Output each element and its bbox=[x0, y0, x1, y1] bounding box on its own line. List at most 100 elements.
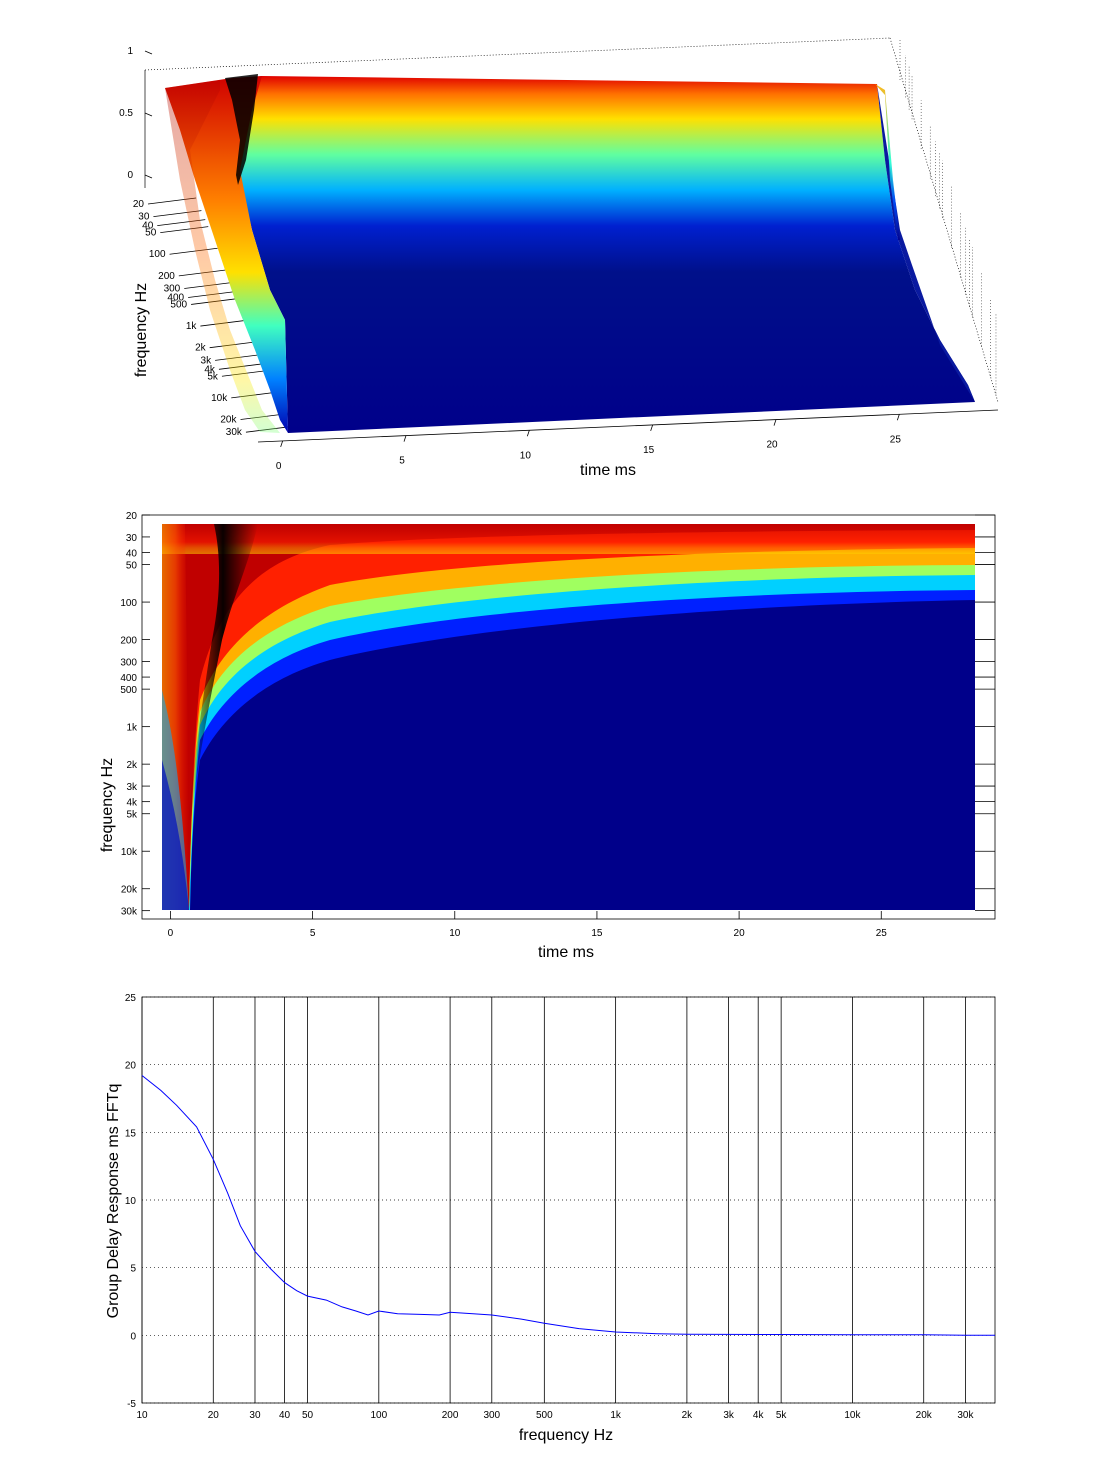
surface-3d-body bbox=[165, 74, 975, 433]
surface-3d-y-tick-label: 50 bbox=[145, 228, 157, 239]
group-delay-y-tick-label: 10 bbox=[125, 1196, 137, 1207]
heatmap-y-tick-label: 2k bbox=[126, 760, 138, 771]
heatmap-y-tick-label: 20k bbox=[121, 885, 138, 896]
heatmap-y-tick-label: 10k bbox=[121, 847, 138, 858]
surface-3d-y-tick-label: 100 bbox=[149, 249, 166, 260]
group-delay-x-tick-label: 200 bbox=[442, 1410, 459, 1421]
surface-plot-3d: 00.51 203040501002003004005001k2k3k4k5k1… bbox=[119, 37, 999, 479]
surface-3d-x-ticks: 0 5 10 15 20 25 bbox=[257, 409, 999, 472]
surface-3d-y-tick-label: 10k bbox=[211, 393, 228, 404]
surface-3d-y-tick-label: 500 bbox=[170, 299, 187, 310]
surface-3d-x-tick-label: 10 bbox=[520, 450, 532, 461]
group-delay-grid bbox=[141, 996, 995, 1404]
surface-3d-x-axis-line bbox=[257, 409, 999, 443]
surface-3d-grid bbox=[144, 37, 999, 403]
surface-3d-y-tick-label: 400 bbox=[167, 292, 184, 303]
heatmap-x-tick-label: 25 bbox=[876, 928, 888, 939]
surface-3d-z-tick-label: 0.5 bbox=[119, 108, 133, 119]
surface-3d-y-tick-label: 200 bbox=[158, 271, 175, 282]
heatmap-x-tick-label: 15 bbox=[591, 928, 603, 939]
heatmap-x-ticks: 0 5 10 15 20 25 bbox=[168, 911, 888, 939]
surface-3d-y-tick-label: 30 bbox=[138, 212, 150, 223]
heatmap-y-tick-label: 100 bbox=[120, 598, 137, 609]
surface-3d-y-tick-label: 30k bbox=[226, 427, 243, 438]
heatmap-y-tick-label: 3k bbox=[126, 782, 138, 793]
group-delay-x-tick-label: 4k bbox=[753, 1410, 765, 1421]
surface-3d-y-tick-label: 40 bbox=[142, 221, 154, 232]
surface-3d-z-tick-mark bbox=[144, 112, 153, 117]
group-delay-x-ticks: 10 20 30 40 50 100 200 300 500 1k 2k 3k 4k 5k 10k 20k 30… bbox=[136, 1410, 974, 1421]
heatmap-x-tick-label: 10 bbox=[449, 928, 461, 939]
surface-3d-y-tick-label: 1k bbox=[186, 321, 198, 332]
surface-3d-z-tick-mark bbox=[144, 50, 153, 55]
surface-3d-x-label: time ms bbox=[580, 462, 636, 479]
surface-3d-x-tick-label: 15 bbox=[643, 445, 655, 456]
group-delay-lines bbox=[141, 1075, 995, 1336]
surface-3d-x-tick-mark bbox=[280, 440, 284, 448]
group-delay-x-tick-label: 5k bbox=[776, 1410, 788, 1421]
heatmap-y-tick-label: 500 bbox=[120, 685, 137, 696]
surface-3d-trace-line bbox=[169, 247, 218, 255]
surface-3d-x-tick-mark bbox=[650, 424, 654, 432]
surface-3d-z-tick-mark bbox=[144, 174, 153, 179]
heatmap-y-tick-label: 50 bbox=[126, 561, 138, 572]
group-delay-y-tick-label: -5 bbox=[127, 1399, 136, 1410]
heatmap-image bbox=[162, 524, 975, 910]
group-delay-y-ticks: -5 0 5 10 15 20 25 bbox=[125, 993, 137, 1410]
heatmap-y-label: frequency Hz bbox=[99, 758, 116, 852]
heatmap-y-tick-label: 1k bbox=[126, 723, 138, 734]
group-delay-x-tick-label: 10k bbox=[844, 1410, 861, 1421]
group-delay-x-tick-label: 300 bbox=[483, 1410, 500, 1421]
group-delay-x-tick-label: 20 bbox=[208, 1410, 220, 1421]
surface-3d-x-tick-mark bbox=[896, 414, 900, 421]
group-delay-y-label: Group Delay Response ms FFTq bbox=[105, 1084, 122, 1319]
group-delay-y-tick-label: 25 bbox=[125, 993, 137, 1004]
surface-3d-y-label: frequency Hz bbox=[133, 283, 150, 377]
heatmap-y-tick-label: 300 bbox=[120, 658, 137, 669]
heatmap-y-tick-label: 30 bbox=[126, 533, 138, 544]
group-delay-series-line bbox=[141, 1075, 995, 1336]
heatmap-x-label: time ms bbox=[538, 944, 594, 961]
group-delay-x-tick-label: 50 bbox=[302, 1410, 314, 1421]
surface-3d-x-tick-label: 0 bbox=[276, 461, 282, 472]
surface-3d-y-tick-label: 3k bbox=[201, 355, 213, 366]
group-delay-plot: -5 0 5 10 15 20 25 10 20 30 40 50 100 200 300 500 1k 2k 3… bbox=[105, 993, 996, 1444]
surface-3d-x-tick-label: 25 bbox=[890, 434, 902, 445]
surface-3d-x-tick-mark bbox=[526, 430, 530, 437]
heatmap-top-view: 203040501002003004005001k2k3k4k5k10k20k3… bbox=[99, 511, 996, 961]
heatmap-y-tick-label: 5k bbox=[126, 810, 138, 821]
group-delay-y-tick-label: 0 bbox=[130, 1331, 136, 1342]
surface-3d-z-tick-label: 0 bbox=[127, 170, 133, 181]
surface-3d-z-tick-label: 1 bbox=[127, 46, 133, 57]
heatmap-x-tick-label: 0 bbox=[168, 928, 174, 939]
group-delay-frame bbox=[141, 996, 996, 1404]
group-delay-x-tick-label: 40 bbox=[279, 1410, 291, 1421]
surface-3d-y-tick-label: 20 bbox=[133, 199, 145, 210]
surface-3d-y-tick-label: 20k bbox=[220, 415, 237, 426]
surface-3d-z-ticks: 00.51 bbox=[119, 46, 153, 181]
group-delay-x-tick-label: 2k bbox=[682, 1410, 694, 1421]
group-delay-x-tick-label: 20k bbox=[916, 1410, 933, 1421]
heatmap-x-tick-label: 5 bbox=[310, 928, 316, 939]
heatmap-y-tick-label: 200 bbox=[120, 636, 137, 647]
group-delay-y-tick-label: 5 bbox=[130, 1264, 136, 1275]
surface-3d-x-tick-mark bbox=[773, 419, 777, 426]
surface-3d-y-tick-label: 5k bbox=[207, 371, 219, 382]
heatmap-y-tick-label: 400 bbox=[120, 673, 137, 684]
group-delay-x-tick-label: 500 bbox=[536, 1410, 553, 1421]
group-delay-y-tick-label: 20 bbox=[125, 1061, 137, 1072]
heatmap-y-tick-label: 4k bbox=[126, 798, 138, 809]
group-delay-x-tick-label: 1k bbox=[610, 1410, 622, 1421]
surface-3d-x-tick-mark bbox=[403, 435, 407, 442]
surface-3d-y-tick-label: 300 bbox=[164, 283, 181, 294]
group-delay-y-tick-label: 15 bbox=[125, 1128, 137, 1139]
group-delay-x-tick-label: 30k bbox=[957, 1410, 974, 1421]
heatmap-y-tick-label: 30k bbox=[121, 907, 138, 918]
heatmap-y-tick-label: 20 bbox=[126, 511, 138, 522]
heatmap-x-tick-label: 20 bbox=[734, 928, 746, 939]
surface-3d-x-tick-label: 20 bbox=[766, 440, 778, 451]
surface-3d-x-tick-label: 5 bbox=[399, 456, 405, 467]
